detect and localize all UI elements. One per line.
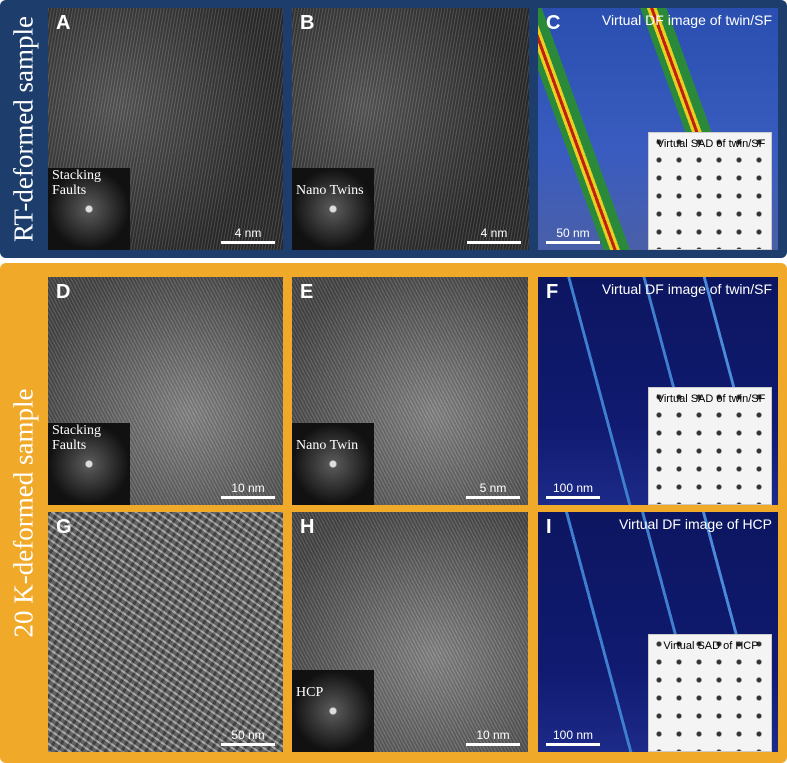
sad-inset: [648, 132, 772, 250]
micrograph-panel: G 50 nm: [48, 512, 283, 752]
fft-inset: [292, 423, 374, 505]
section: RT-deformed sample A Stacking Faults 4 nm B N…: [0, 0, 787, 258]
inset-label: HCP: [296, 685, 324, 700]
micrograph-panel: C Virtual DF image of twin/SF Virtual SAD …: [538, 8, 778, 250]
scale-label: 50 nm: [556, 226, 590, 240]
scale-bar: [546, 743, 600, 746]
scale-bar: [221, 241, 275, 244]
inset-label: Virtual SAD of twin/SF: [656, 138, 766, 150]
panel-letter: B: [300, 12, 315, 34]
panel-letter: E: [300, 281, 314, 303]
section-label: RT-deformed sample: [8, 15, 39, 243]
scale-label: 100 nm: [552, 481, 594, 495]
section-label: 20 K-deformed sample: [8, 388, 39, 638]
panel-title: Virtual DF image of twin/SF: [601, 12, 772, 28]
micrograph-panel: D Stacking Faults 10 nm: [48, 277, 283, 505]
fft-inset: [292, 168, 374, 250]
scale-label: 4 nm: [234, 226, 262, 240]
scale-bar: [466, 496, 520, 499]
scale-label: 50 nm: [231, 728, 265, 742]
sad-inset: [648, 387, 772, 505]
inset-label: Virtual SAD of twin/SF: [656, 393, 766, 405]
panel-letter: H: [300, 516, 315, 538]
micrograph-panel: F Virtual DF image of twin/SF Virtual SAD …: [538, 277, 778, 505]
panel-letter: I: [546, 516, 552, 538]
scale-bar: [546, 496, 600, 499]
scale-label: 5 nm: [479, 481, 507, 495]
scale-bar: [221, 496, 275, 499]
inset-label: Stacking Faults: [52, 168, 101, 198]
panel-title: Virtual DF image of twin/SF: [601, 281, 772, 297]
fft-inset: [292, 670, 374, 752]
inset-label: Virtual SAD of HCP: [663, 640, 759, 652]
panel-letter: A: [56, 12, 71, 34]
scale-label: 10 nm: [231, 481, 265, 495]
panel-letter: C: [546, 12, 561, 34]
inset-label: Nano Twin: [296, 438, 359, 453]
panel-letter: D: [56, 281, 71, 303]
scale-label: 10 nm: [476, 728, 510, 742]
scale-label: 100 nm: [552, 728, 594, 742]
scale-bar: [466, 743, 520, 746]
scale-bar: [221, 743, 275, 746]
panel-letter: F: [546, 281, 559, 303]
scale-bar: [546, 241, 600, 244]
panel-title: Virtual DF image of HCP: [618, 516, 772, 532]
sad-inset: [648, 634, 772, 752]
micrograph-panel: A Stacking Faults 4 nm: [48, 8, 283, 250]
micrograph-panel: E Nano Twin 5 nm: [292, 277, 528, 505]
inset-label: Stacking Faults: [52, 423, 101, 453]
section: 20 K-deformed sample D Stacking Faults 10 n…: [0, 263, 787, 763]
fft-inset: [48, 168, 130, 250]
micrograph-panel: I Virtual DF image of HCP Virtual SAD of H…: [538, 512, 778, 752]
panel-letter: G: [56, 516, 72, 538]
scale-label: 4 nm: [480, 226, 508, 240]
scale-bar: [467, 241, 521, 244]
micrograph-panel: B Nano Twins 4 nm: [292, 8, 529, 250]
fft-inset: [48, 423, 130, 505]
inset-label: Nano Twins: [296, 183, 364, 198]
micrograph-panel: H HCP 10 nm: [292, 512, 528, 752]
